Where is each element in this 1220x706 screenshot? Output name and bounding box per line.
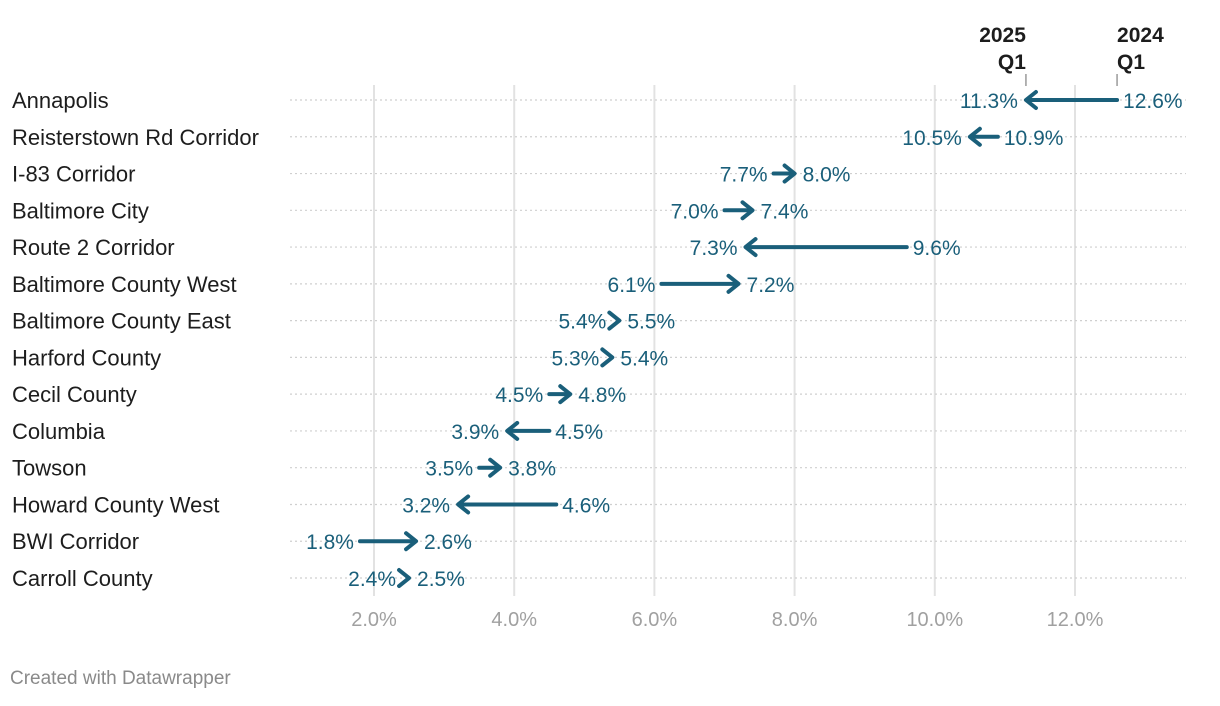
row-label: Baltimore County East — [12, 309, 231, 334]
end-value-label: 2.6% — [424, 531, 472, 554]
arrow-head — [726, 273, 741, 294]
start-value-label: 7.0% — [671, 200, 719, 223]
arrow-head — [743, 237, 758, 258]
start-value-label: 6.1% — [608, 274, 656, 297]
row-label: Baltimore City — [12, 198, 149, 223]
start-value-label: 5.3% — [551, 347, 599, 370]
x-tick-label: 4.0% — [491, 609, 537, 631]
end-value-label: 5.5% — [627, 311, 675, 334]
end-value-label: 3.8% — [508, 458, 556, 481]
end-value-label: 7.2% — [747, 274, 795, 297]
end-value-label: 4.8% — [578, 384, 626, 407]
row-label: Columbia — [12, 419, 106, 444]
row-label: Cecil County — [12, 382, 137, 407]
end-value-label: 2.5% — [417, 568, 465, 591]
start-series-header: 2024 — [1117, 24, 1164, 47]
end-value-label: 5.4% — [620, 347, 668, 370]
start-value-label: 9.6% — [913, 237, 961, 260]
row-label: Howard County West — [12, 492, 219, 517]
row-label: Harford County — [12, 345, 161, 370]
row-label: Reisterstown Rd Corridor — [12, 125, 259, 150]
end-value-label: 10.5% — [902, 127, 962, 150]
end-series-header: 2025 — [979, 24, 1026, 47]
arrow-head — [488, 457, 503, 478]
row-label: I-83 Corridor — [12, 162, 135, 187]
start-value-label: 4.5% — [555, 421, 603, 444]
x-tick-label: 12.0% — [1047, 609, 1104, 631]
start-value-label: 10.9% — [1004, 127, 1064, 150]
arrow-head — [505, 420, 520, 441]
start-value-label: 12.6% — [1123, 90, 1183, 113]
x-tick-label: 8.0% — [772, 609, 818, 631]
start-value-label: 7.7% — [720, 164, 768, 187]
end-value-label: 7.4% — [761, 200, 809, 223]
row-label: Annapolis — [12, 88, 109, 113]
start-value-label: 2.4% — [348, 568, 396, 591]
x-tick-label: 10.0% — [906, 609, 963, 631]
end-series-header: Q1 — [998, 51, 1026, 74]
arrow-head — [607, 310, 622, 331]
arrow-head — [397, 568, 412, 589]
start-value-label: 4.6% — [562, 494, 610, 517]
arrow-head — [404, 531, 419, 552]
end-value-label: 7.3% — [690, 237, 738, 260]
arrow-head — [967, 126, 982, 147]
start-value-label: 5.4% — [558, 311, 606, 334]
end-value-label: 11.3% — [960, 90, 1018, 113]
row-label: Towson — [12, 456, 87, 481]
start-value-label: 3.5% — [425, 458, 473, 481]
end-value-label: 3.2% — [402, 494, 450, 517]
start-series-header: Q1 — [1117, 51, 1145, 74]
arrow-head — [782, 163, 797, 184]
row-label: Baltimore County West — [12, 272, 237, 297]
start-value-label: 1.8% — [306, 531, 354, 554]
arrow-head — [1023, 90, 1038, 110]
row-label: Route 2 Corridor — [12, 235, 175, 260]
row-label: Carroll County — [12, 566, 153, 591]
x-tick-label: 2.0% — [351, 609, 397, 631]
arrow-head — [600, 347, 615, 368]
row-label: BWI Corridor — [12, 529, 139, 554]
arrow-head — [740, 200, 755, 221]
end-value-label: 8.0% — [803, 164, 851, 187]
arrow-head — [456, 494, 471, 515]
arrow-head — [558, 384, 573, 405]
x-tick-label: 6.0% — [632, 609, 678, 631]
start-value-label: 4.5% — [495, 384, 543, 407]
datawrapper-credit[interactable]: Created with Datawrapper — [10, 668, 231, 689]
end-value-label: 3.9% — [451, 421, 499, 444]
